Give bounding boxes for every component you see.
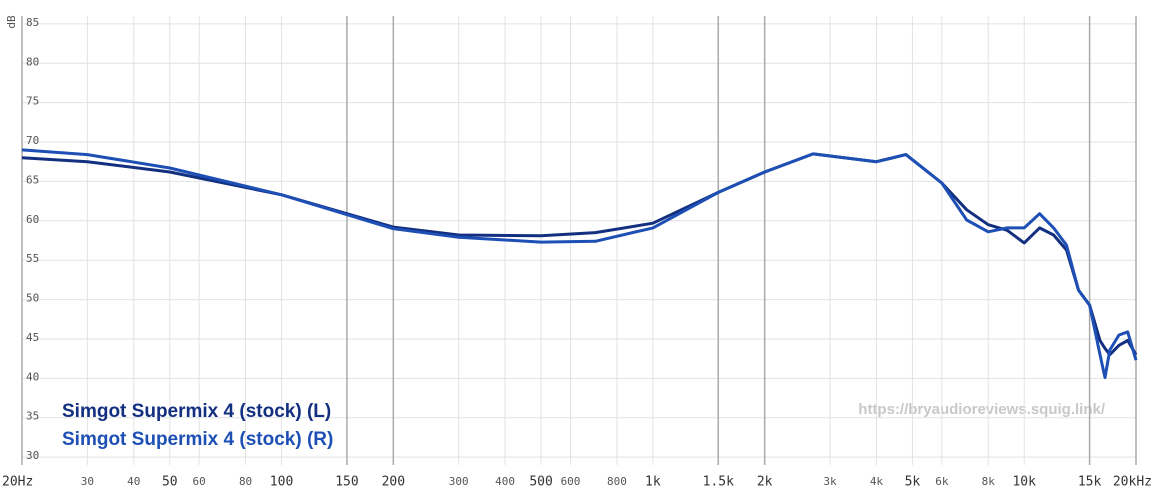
x-tick-label: 300 — [449, 475, 469, 488]
x-tick-label: 20kHz — [1113, 475, 1152, 490]
y-tick-label: 60 — [26, 213, 39, 226]
x-tick-label: 4k — [870, 475, 884, 488]
x-tick-label: 5k — [905, 475, 921, 490]
x-tick-label: 600 — [561, 475, 581, 488]
y-tick-label: 75 — [26, 95, 39, 108]
y-tick-label: 80 — [26, 55, 39, 68]
watermark: https://bryaudioreviews.squig.link/ — [858, 401, 1106, 418]
x-tick-label: 20Hz — [2, 475, 33, 490]
legend-entry: Simgot Supermix 4 (stock) (R) — [62, 429, 333, 450]
x-tick-label: 50 — [162, 475, 178, 490]
x-tick-label: 400 — [495, 475, 515, 488]
x-tick-label: 2k — [757, 475, 773, 490]
x-tick-label: 30 — [81, 475, 94, 488]
line-series — [21, 152, 1138, 357]
x-tick-label: 500 — [529, 475, 552, 490]
x-tick-label: 80 — [239, 475, 252, 488]
x-tick-label: 15k — [1078, 475, 1102, 490]
x-tick-label: 200 — [382, 475, 405, 490]
x-tick-label: 3k — [823, 475, 837, 488]
x-tick-label: 800 — [607, 475, 627, 488]
y-tick-label: 70 — [26, 134, 39, 147]
y-tick-label: 35 — [26, 410, 39, 423]
y-tick-label: 40 — [26, 370, 39, 383]
x-tick-label: 150 — [335, 475, 358, 490]
x-tick-label: 40 — [127, 475, 140, 488]
x-tick-label: 6k — [935, 475, 949, 488]
x-tick-label: 10k — [1012, 475, 1036, 490]
line-series — [21, 148, 1138, 380]
x-tick-label: 1.5k — [703, 475, 734, 490]
x-tick-label: 1k — [645, 475, 661, 490]
y-axis-label: dB — [5, 15, 18, 29]
x-tick-label: 8k — [982, 475, 996, 488]
y-tick-label: 50 — [26, 292, 39, 305]
y-tick-label: 55 — [26, 252, 39, 265]
y-tick-label: 85 — [26, 16, 39, 29]
y-tick-label: 45 — [26, 331, 39, 344]
legend-entry: Simgot Supermix 4 (stock) (L) — [62, 401, 331, 422]
y-tick-label: 30 — [26, 449, 39, 462]
y-tick-label: 65 — [26, 173, 39, 186]
x-tick-label: 60 — [193, 475, 206, 488]
x-tick-label: 100 — [270, 475, 293, 490]
